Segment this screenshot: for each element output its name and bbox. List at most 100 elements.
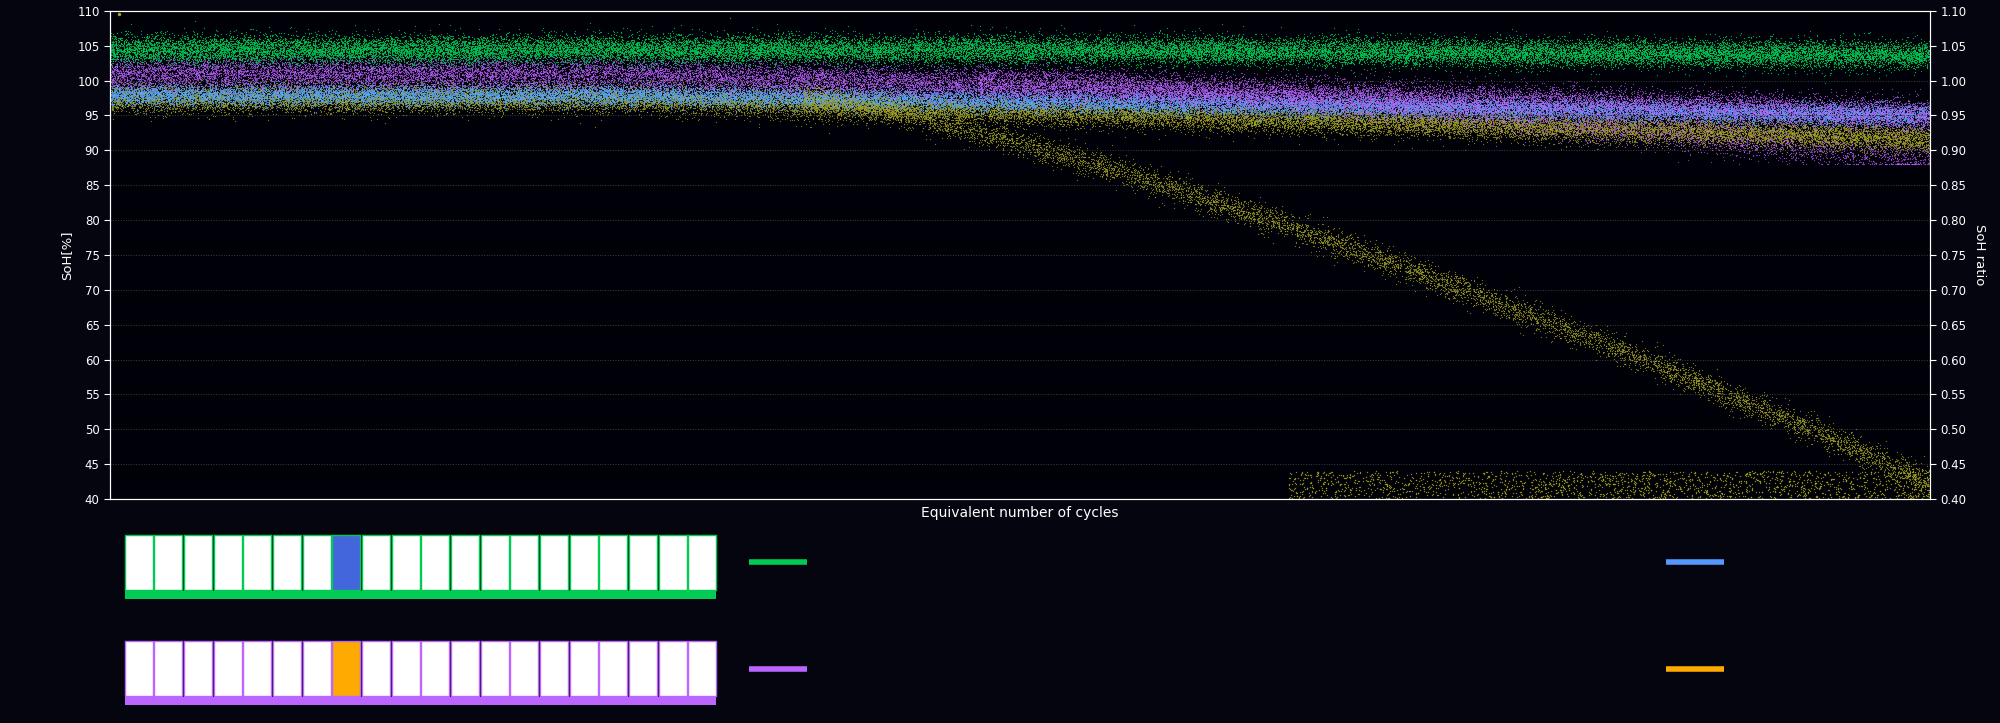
Point bbox=[922, 40, 954, 51]
Point bbox=[176, 40, 208, 52]
Point bbox=[1728, 47, 1760, 59]
Point bbox=[124, 89, 156, 100]
Point bbox=[306, 47, 338, 59]
Point bbox=[1258, 90, 1290, 101]
Point bbox=[1820, 43, 1852, 54]
Point bbox=[550, 40, 582, 52]
Point bbox=[1114, 46, 1146, 57]
Point bbox=[1618, 121, 1650, 132]
Point bbox=[1282, 492, 1314, 503]
Point bbox=[242, 91, 274, 103]
Point bbox=[1376, 261, 1408, 273]
Point bbox=[1576, 114, 1608, 125]
Point bbox=[854, 95, 886, 107]
Point bbox=[1660, 54, 1692, 65]
Point bbox=[1734, 401, 1766, 413]
Point bbox=[1692, 385, 1724, 396]
Point bbox=[516, 94, 548, 106]
Point bbox=[566, 66, 598, 77]
Point bbox=[380, 51, 412, 63]
Point bbox=[110, 44, 142, 56]
Point bbox=[1360, 46, 1392, 57]
Point bbox=[1258, 102, 1290, 114]
Point bbox=[1728, 401, 1760, 412]
Point bbox=[1098, 99, 1130, 111]
Point bbox=[646, 75, 678, 87]
Point bbox=[1328, 120, 1360, 132]
Point bbox=[1504, 59, 1536, 71]
Point bbox=[1304, 116, 1336, 127]
Point bbox=[1158, 97, 1190, 108]
Point bbox=[732, 64, 764, 76]
Point bbox=[1058, 48, 1090, 60]
Point bbox=[538, 95, 570, 107]
Point bbox=[1290, 94, 1322, 106]
Point bbox=[760, 99, 792, 111]
Point bbox=[868, 42, 900, 54]
Point bbox=[760, 80, 792, 92]
Point bbox=[1864, 109, 1896, 121]
Point bbox=[578, 59, 610, 71]
Point bbox=[544, 41, 576, 53]
Point bbox=[378, 83, 410, 95]
Point bbox=[1434, 286, 1466, 297]
Point bbox=[1838, 133, 1870, 145]
Point bbox=[558, 90, 590, 101]
Point bbox=[414, 84, 446, 95]
Point bbox=[1182, 101, 1214, 113]
Point bbox=[1194, 83, 1226, 95]
Point bbox=[1546, 313, 1578, 325]
Point bbox=[768, 40, 800, 52]
Point bbox=[536, 43, 568, 55]
Point bbox=[706, 96, 738, 108]
Point bbox=[1480, 95, 1512, 107]
Point bbox=[1208, 46, 1240, 57]
Point bbox=[1510, 476, 1542, 488]
Point bbox=[1378, 115, 1410, 127]
Point bbox=[1620, 103, 1652, 115]
Point bbox=[1246, 212, 1278, 223]
Point bbox=[906, 95, 938, 107]
Point bbox=[1448, 278, 1480, 290]
Point bbox=[736, 98, 768, 110]
Point bbox=[200, 96, 232, 108]
Point bbox=[1672, 382, 1704, 393]
Point bbox=[634, 69, 666, 80]
Point bbox=[906, 77, 938, 89]
Point bbox=[1710, 51, 1742, 63]
Point bbox=[1026, 43, 1058, 55]
Point bbox=[1118, 46, 1150, 57]
Point bbox=[274, 67, 306, 79]
Point bbox=[1020, 94, 1052, 106]
Point bbox=[254, 101, 286, 113]
Point bbox=[320, 75, 352, 87]
Point bbox=[1094, 26, 1126, 38]
Point bbox=[878, 73, 910, 85]
Point bbox=[1060, 116, 1092, 127]
Point bbox=[590, 93, 622, 104]
Point bbox=[1132, 83, 1164, 95]
Point bbox=[450, 67, 482, 79]
Point bbox=[1032, 89, 1064, 100]
Point bbox=[1126, 97, 1158, 108]
Point bbox=[700, 94, 732, 106]
Point bbox=[754, 96, 786, 108]
Point bbox=[1160, 56, 1192, 68]
Point bbox=[986, 39, 1018, 51]
Point bbox=[1188, 192, 1220, 203]
Point bbox=[356, 63, 388, 74]
Point bbox=[888, 71, 920, 82]
Point bbox=[1898, 101, 1930, 113]
Point bbox=[1100, 40, 1132, 51]
Point bbox=[428, 67, 460, 79]
Point bbox=[1504, 107, 1536, 119]
Point bbox=[532, 64, 564, 75]
Point bbox=[608, 91, 640, 103]
Point bbox=[1678, 43, 1710, 55]
Point bbox=[1026, 102, 1058, 114]
Point bbox=[1880, 121, 1912, 133]
Point bbox=[1412, 89, 1444, 100]
Point bbox=[1808, 47, 1840, 59]
Point bbox=[1790, 488, 1822, 500]
Point bbox=[1620, 43, 1652, 55]
